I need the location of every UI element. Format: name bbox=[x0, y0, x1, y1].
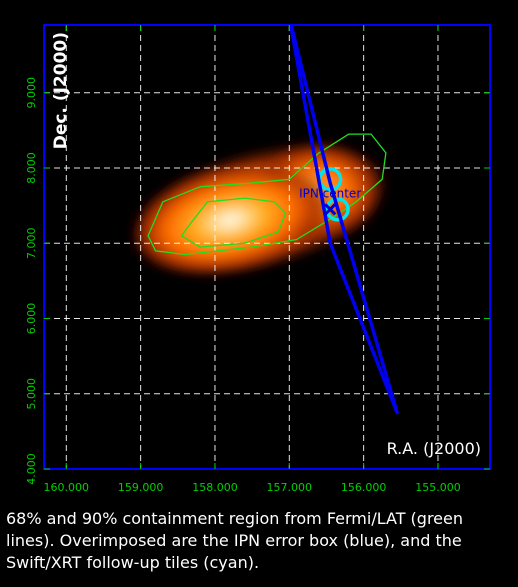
contour-68 bbox=[180, 197, 287, 248]
x-axis-label: R.A. (J2000) bbox=[387, 439, 481, 458]
heat-layer bbox=[127, 142, 392, 276]
ipn-error-box bbox=[288, 25, 399, 415]
xrt-tile bbox=[325, 197, 350, 222]
x-tick-label: 159.000 bbox=[118, 481, 164, 494]
sky-map: IPN center 160.000 159.000 158.000 157.000 1… bbox=[25, 24, 491, 494]
y-tick-label: 9.000 bbox=[25, 77, 38, 109]
x-tick-label: 156.000 bbox=[341, 481, 387, 494]
x-tick-label: 157.000 bbox=[267, 481, 313, 494]
contours bbox=[147, 133, 387, 256]
heat-peak bbox=[131, 165, 329, 276]
x-tick-label: 160.000 bbox=[44, 481, 90, 494]
y-tick-label: 7.000 bbox=[25, 227, 38, 259]
plot-frame bbox=[43, 24, 491, 470]
y-axis-label: Dec. (J2000) bbox=[51, 32, 71, 149]
grid bbox=[44, 25, 490, 470]
y-tick-label: 5.000 bbox=[25, 378, 38, 410]
y-tick-label: 4.000 bbox=[25, 453, 38, 485]
overlays: IPN center bbox=[288, 25, 399, 415]
contour-90 bbox=[147, 133, 387, 256]
figure-caption: 68% and 90% containment region from Ferm… bbox=[6, 509, 469, 572]
ipn-center-marker bbox=[324, 203, 337, 216]
x-tick-label: 158.000 bbox=[192, 481, 238, 494]
ipn-center-label: IPN center bbox=[299, 186, 361, 200]
y-tick-label: 8.000 bbox=[25, 152, 38, 184]
y-tick-label: 6.000 bbox=[25, 303, 38, 335]
ticks: 160.000 159.000 158.000 157.000 156.000 155.0… bbox=[25, 25, 490, 494]
x-tick-label: 155.000 bbox=[415, 481, 461, 494]
